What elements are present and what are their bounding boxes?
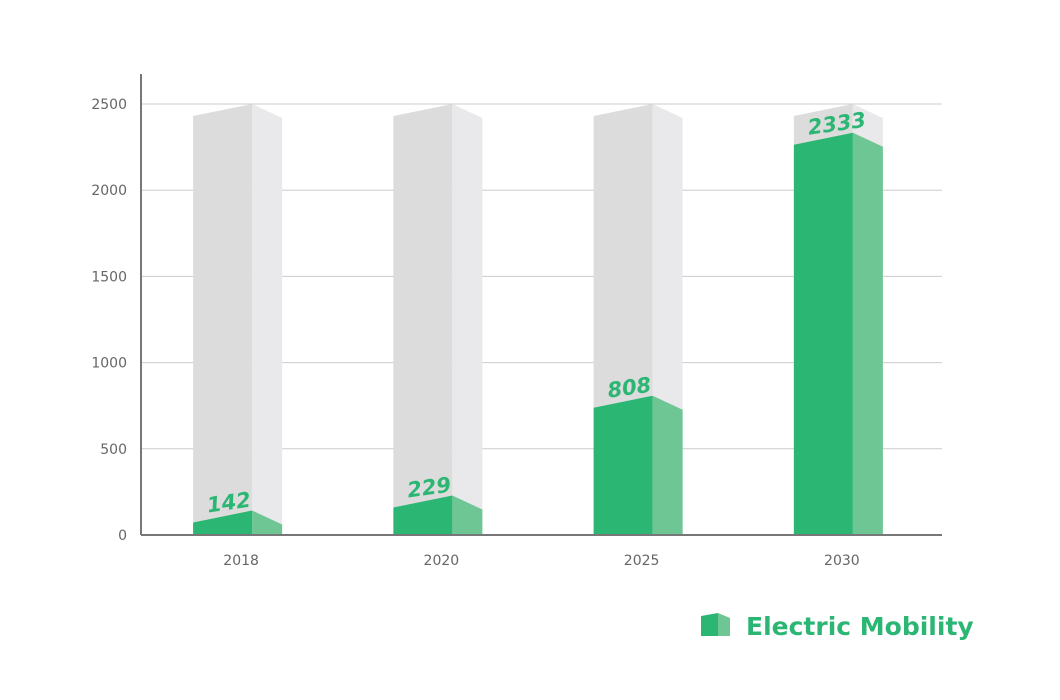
ghost-bar-front [393,104,453,535]
x-axis-ticks: 2018 2020 2025 2030 [223,553,859,569]
ghost-bar-side [252,104,283,535]
bar-front-2025 [593,395,653,535]
bar-side-2025 [652,395,683,535]
y-tick-label-1000: 1000 [91,356,127,372]
ghost-bar-front [193,104,253,535]
bar-side-2020 [452,495,483,535]
x-tick-label-2018: 2018 [223,553,259,569]
bar-side-2018 [252,510,283,535]
bar-side-2030 [852,132,883,535]
y-tick-label-0: 0 [118,528,127,544]
bars [193,104,883,535]
x-tick-label-2025: 2025 [624,553,660,569]
x-tick-label-2020: 2020 [424,553,460,569]
y-tick-label-2500: 2500 [91,97,127,113]
cube-icon-side [718,613,730,636]
ghost-bar-side [452,104,483,535]
x-tick-label-2030: 2030 [824,553,860,569]
legend-label: Electric Mobility [746,612,974,641]
cube-icon-front [701,613,718,636]
bar-front-2030 [793,132,853,535]
bar-front-2018 [193,510,253,535]
legend: Electric Mobility [701,612,974,641]
axes [140,74,942,536]
y-axis-ticks: 0 500 1000 1500 2000 2500 [91,97,127,544]
y-tick-label-1500: 1500 [91,269,127,285]
y-tick-label-500: 500 [100,442,127,458]
bar-front-2020 [393,495,453,535]
y-tick-label-2000: 2000 [91,183,127,199]
